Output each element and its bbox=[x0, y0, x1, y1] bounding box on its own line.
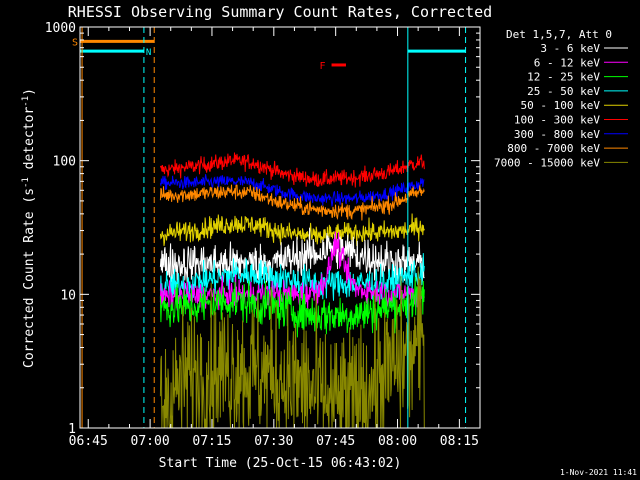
x-tick-label: 07:30 bbox=[254, 434, 293, 449]
night-label: N bbox=[146, 48, 151, 58]
legend-label-50-100-kev: 50 - 100 keV bbox=[521, 99, 601, 112]
legend-label-7000-15000-kev: 7000 - 15000 keV bbox=[494, 156, 600, 169]
series-line-7000-15000-kev bbox=[159, 266, 425, 429]
footer-timestamp: 1-Nov-2021 11:41 bbox=[560, 468, 637, 477]
series-line-50-100-kev bbox=[159, 213, 425, 247]
y-axis-title-sup2: -1 bbox=[21, 96, 31, 107]
x-tick-label: 07:45 bbox=[316, 434, 355, 449]
y-axis-title-sup1: -1 bbox=[21, 177, 31, 188]
plot-frame bbox=[79, 26, 481, 429]
legend-label-3-6-kev: 3 - 6 keV bbox=[540, 42, 600, 55]
x-tick-label: 07:00 bbox=[131, 434, 170, 449]
series-line-12-25-kev bbox=[159, 277, 425, 338]
series-layer bbox=[159, 152, 425, 429]
y-tick-label: 100 bbox=[53, 155, 76, 170]
legend-label-800-7000-kev: 800 - 7000 keV bbox=[507, 142, 600, 155]
flare-label: F bbox=[320, 61, 326, 72]
x-tick-label: 08:15 bbox=[440, 434, 479, 449]
legend-label-6-12-kev: 6 - 12 keV bbox=[534, 56, 601, 69]
y-axis-title-main: Corrected Count Rate (s bbox=[22, 188, 37, 368]
chart-title: RHESSI Observing Summary Count Rates, Co… bbox=[68, 3, 492, 21]
y-axis-title-mid: detector bbox=[22, 107, 37, 178]
x-axis-title: Start Time (25-Oct-15 06:43:02) bbox=[159, 456, 402, 471]
legend-label-25-50-kev: 25 - 50 keV bbox=[527, 85, 600, 98]
series-line-100-300-kev bbox=[159, 152, 425, 188]
legend-title: Det 1,5,7, Att 0 bbox=[506, 28, 612, 41]
series-line-300-800-kev bbox=[159, 174, 425, 207]
x-tick-label: 08:00 bbox=[378, 434, 417, 449]
x-tick-label: 06:45 bbox=[69, 434, 108, 449]
saa-label: S bbox=[72, 37, 78, 48]
y-axis-title-end: ) bbox=[22, 88, 37, 96]
legend-label-300-800-kev: 300 - 800 keV bbox=[514, 128, 600, 141]
y-tick-label: 1000 bbox=[45, 21, 76, 36]
series-line-800-7000-kev bbox=[159, 184, 425, 221]
annotation-layer: S N F bbox=[72, 27, 467, 428]
y-tick-label: 1 bbox=[68, 422, 76, 437]
legend-label-100-300-kev: 100 - 300 keV bbox=[514, 114, 600, 127]
legend-label-12-25-kev: 12 - 25 keV bbox=[527, 71, 600, 84]
y-tick-label: 10 bbox=[60, 288, 76, 303]
x-tick-label: 07:15 bbox=[192, 434, 231, 449]
y-axis-title: Corrected Count Rate (s-1 detector-1) bbox=[21, 88, 37, 368]
series-line-3-6-kev bbox=[159, 227, 425, 286]
axis-layer: 06:45 07:00 07:15 07:30 07:45 08:00 08:15 1 10 10… bbox=[45, 21, 481, 449]
